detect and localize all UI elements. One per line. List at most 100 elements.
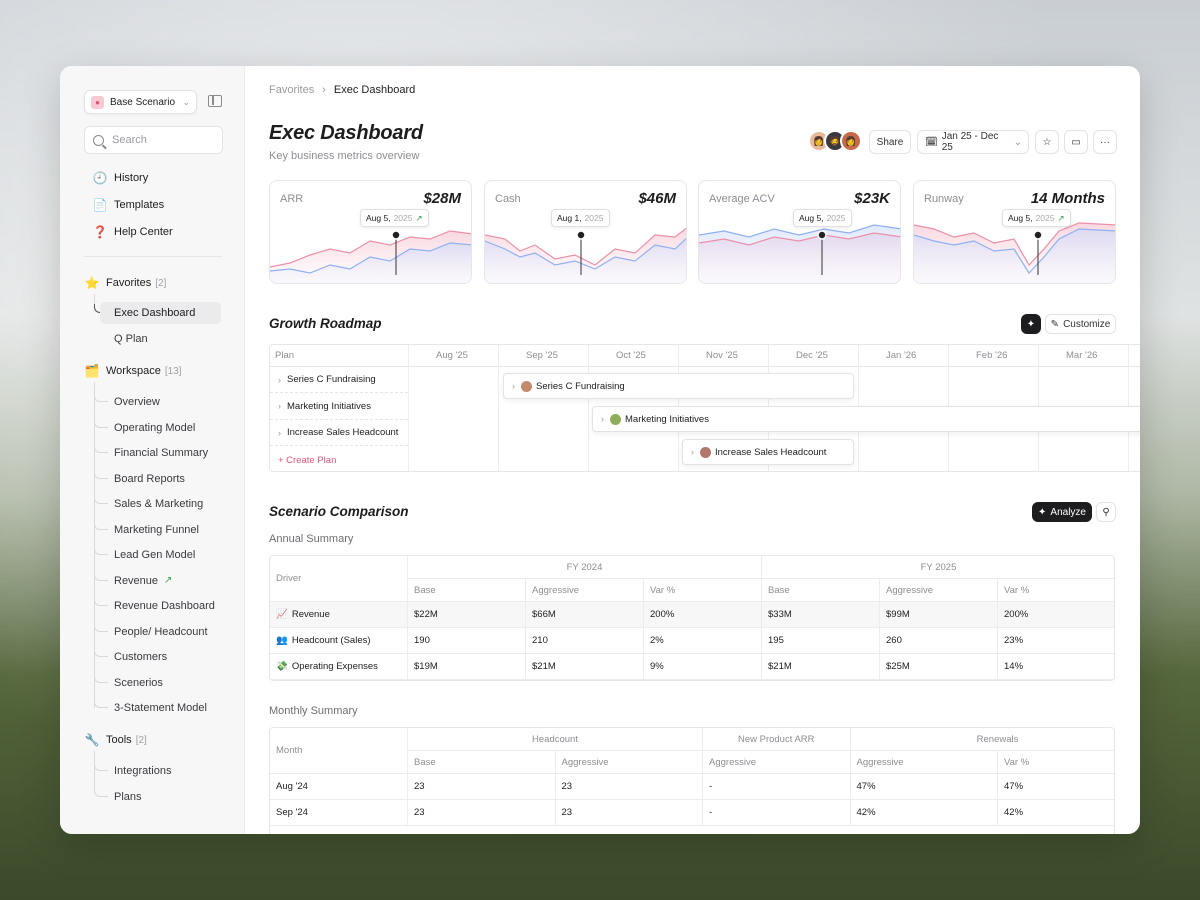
chevron-right-icon: ›: [278, 374, 281, 385]
group-header: Headcount: [408, 728, 703, 751]
star-outline-icon: ☆: [1042, 136, 1052, 148]
roadmap-month: Feb '26: [976, 350, 1008, 361]
value-cell: $33M: [762, 602, 880, 628]
kpi-card[interactable]: Runway 14 Months Aug 5, 2025 ↗: [913, 180, 1116, 284]
value-cell: 2%: [644, 628, 762, 654]
sidebar-item-workspace[interactable]: Revenue Dashboard: [114, 597, 215, 615]
tree-line: [94, 751, 95, 791]
tooltip-date: Aug 5,: [799, 213, 824, 223]
sidebar-item-label: Financial Summary: [114, 447, 209, 459]
sidebar-item-workspace[interactable]: People/ Headcount: [114, 623, 208, 641]
roadmap-plan-header: Plan: [275, 350, 295, 361]
sidebar-item-label: Operating Model: [114, 421, 196, 434]
more-icon: ···: [1100, 136, 1110, 148]
tooltip-year: 2025: [826, 213, 846, 223]
kpi-label: Cash: [495, 193, 521, 205]
page-title: Exec Dashboard: [269, 122, 423, 144]
collaborator-avatars[interactable]: 👩 🧔 👩: [808, 130, 862, 152]
tooltip-year: 2025: [584, 213, 604, 223]
month-cell: Sep '24: [270, 800, 408, 826]
create-plan-button[interactable]: + Create Plan: [278, 454, 337, 466]
main-content: Favorites › Exec Dashboard Exec Dashboar…: [245, 66, 1140, 834]
ai-sparkle-button[interactable]: ✦: [1021, 314, 1041, 334]
sidebar-item-workspace[interactable]: Scenerios: [114, 674, 163, 692]
sidebar-item-q-plan[interactable]: Q Plan: [114, 333, 148, 345]
roadmap-bar[interactable]: › Marketing Initiatives: [592, 406, 1140, 432]
roadmap-month: Nov '25: [706, 350, 738, 361]
breadcrumb-current: Exec Dashboard: [333, 84, 416, 96]
more-button[interactable]: ···: [1093, 130, 1117, 154]
roadmap-bar[interactable]: › Increase Sales Headcount: [682, 439, 854, 465]
breadcrumb-parent[interactable]: Favorites: [269, 84, 315, 96]
sidebar-item-workspace[interactable]: Revenue ↗: [114, 572, 172, 590]
tree-branch: [94, 546, 108, 555]
value-cell: 195: [762, 628, 880, 654]
roadmap-bar[interactable]: › Series C Fundraising: [503, 373, 854, 399]
analyze-button[interactable]: ✦ Analyze: [1032, 502, 1092, 522]
tree-branch: [94, 495, 108, 504]
tools-group[interactable]: 🔧 Tools [2]: [84, 731, 147, 749]
sidebar: ● Base Scenario ⌄ Search 🕘 History 📄 Tem…: [60, 66, 245, 834]
sidebar-item-workspace[interactable]: Board Reports: [114, 470, 185, 488]
sidebar-item-exec-dashboard[interactable]: Exec Dashboard: [114, 307, 196, 319]
value-cell: 23: [555, 774, 703, 800]
search-placeholder: Search: [112, 134, 147, 146]
value-cell: 23%: [998, 628, 1114, 654]
tree-branch: [94, 444, 108, 453]
sparkline-chart: [699, 224, 900, 283]
roadmap-plan-row[interactable]: › Series C Fundraising: [270, 367, 408, 393]
sidebar-item-plans[interactable]: Plans: [114, 791, 142, 803]
collapse-sidebar-icon[interactable]: [208, 95, 222, 107]
roadmap-plan-row[interactable]: › Marketing Initiatives: [270, 394, 408, 420]
column-header: Var %: [644, 579, 762, 602]
column-header: Var %: [998, 579, 1114, 602]
sidebar-item-workspace[interactable]: Sales & Marketing: [114, 495, 203, 513]
share-button[interactable]: Share: [869, 130, 911, 154]
nav-templates[interactable]: 📄 Templates: [92, 196, 165, 214]
favorites-group[interactable]: ⭐ Favorites [2]: [84, 274, 167, 292]
sidebar-item-workspace[interactable]: Customers: [114, 648, 167, 666]
tools-count: [2]: [135, 734, 147, 746]
search-input[interactable]: Search: [84, 126, 223, 154]
nav-history[interactable]: 🕘 History: [92, 169, 149, 187]
kpi-card[interactable]: Average ACV $23K Aug 5, 2025: [698, 180, 901, 284]
favorite-star-button[interactable]: ☆: [1035, 130, 1059, 154]
nav-help-center[interactable]: ❓ Help Center: [92, 223, 173, 241]
chevron-down-icon: ⌄: [182, 96, 190, 107]
roadmap-title: Growth Roadmap: [269, 316, 382, 331]
avatar: [521, 380, 532, 392]
sidebar-item-workspace[interactable]: Lead Gen Model: [114, 546, 195, 564]
scenario-selector[interactable]: ● Base Scenario ⌄: [84, 90, 197, 114]
date-range-picker[interactable]: 🗓 Jan 25 - Dec 25 ⌄: [917, 130, 1029, 154]
roadmap-month: Aug '25: [436, 350, 468, 361]
sidebar-item-workspace[interactable]: 3-Statement Model: [114, 699, 207, 717]
value-cell: 47%: [850, 774, 998, 800]
row-icon: 👥: [276, 635, 288, 646]
sidebar-item-workspace[interactable]: Overview: [114, 393, 160, 411]
year-header: FY 2025: [762, 556, 1114, 579]
customize-button[interactable]: ✎ Customize: [1045, 314, 1116, 334]
value-cell: 200%: [998, 602, 1114, 628]
kpi-card[interactable]: ARR $28M Aug 5, 2025 ↗: [269, 180, 472, 284]
sidebar-item-workspace[interactable]: Financial Summary: [114, 444, 208, 462]
sidebar-item-label: People/ Headcount: [114, 625, 208, 638]
kpi-value: $46M: [638, 190, 676, 207]
roadmap-month: Oct '25: [616, 350, 646, 361]
workspace-label: Workspace: [106, 365, 161, 377]
comment-button[interactable]: ▭: [1064, 130, 1088, 154]
tree-branch: [94, 762, 108, 771]
sparkle-icon: ✦: [1038, 506, 1047, 518]
chevron-right-icon: ›: [278, 427, 281, 438]
sidebar-item-workspace[interactable]: Operating Model: [114, 419, 195, 437]
workspace-group[interactable]: 🗂️ Workspace [13]: [84, 362, 182, 380]
avatar: 👩: [840, 130, 862, 152]
roadmap-plan-row[interactable]: › Increase Sales Headcount: [270, 420, 408, 446]
settings-button[interactable]: ⚲: [1096, 502, 1116, 522]
kpi-card[interactable]: Cash $46M Aug 1, 2025: [484, 180, 687, 284]
roadmap-plan-label: Marketing Initiatives: [287, 400, 371, 412]
sidebar-item-label: Sales & Marketing: [114, 498, 204, 510]
sidebar-item-integrations[interactable]: Integrations: [114, 765, 172, 777]
sidebar-item-workspace[interactable]: Marketing Funnel: [114, 521, 199, 539]
value-cell: 14%: [998, 654, 1114, 680]
nav-history-label: History: [114, 172, 149, 184]
